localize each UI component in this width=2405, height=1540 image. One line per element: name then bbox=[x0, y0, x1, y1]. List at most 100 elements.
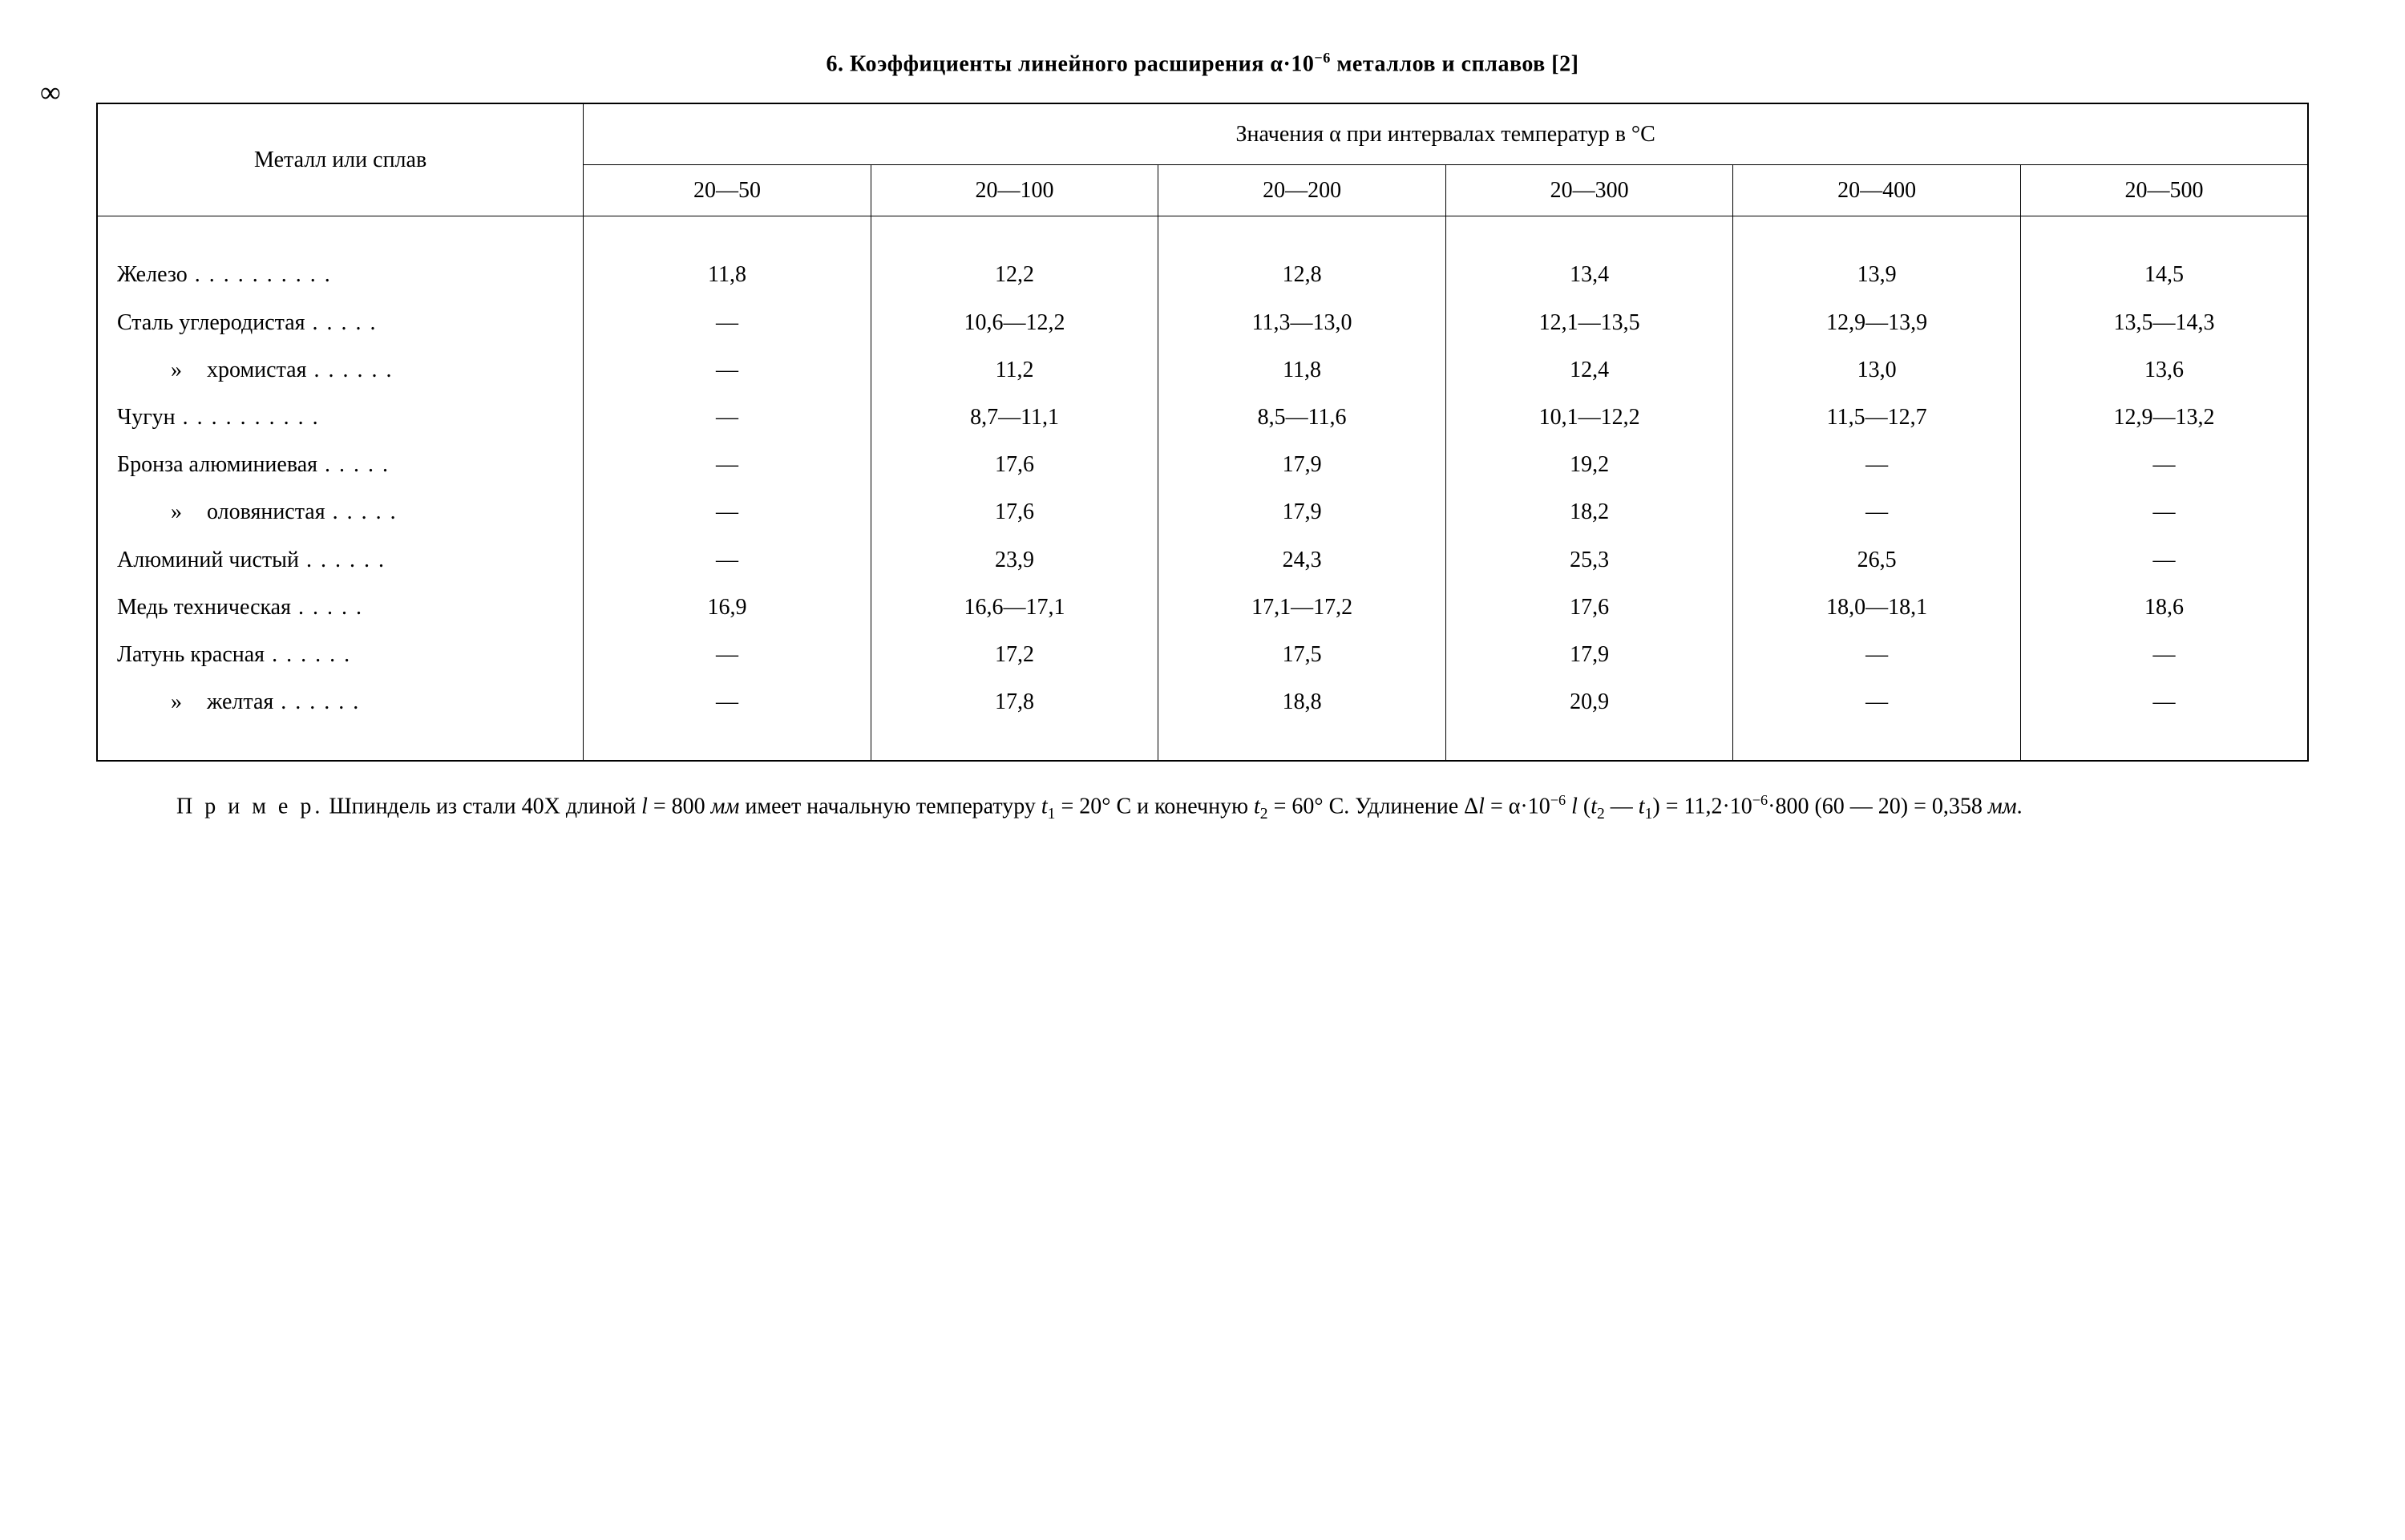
fn-period: . bbox=[2017, 794, 2023, 819]
table-row: Бронза алюминиевая—17,617,919,2—— bbox=[97, 441, 2308, 488]
dot-leaders bbox=[291, 595, 363, 620]
cell-value: 17,6 bbox=[871, 488, 1158, 536]
row-label: Железо bbox=[97, 251, 584, 298]
table-row: Латунь красная—17,217,517,9—— bbox=[97, 631, 2308, 678]
cell-value: — bbox=[2020, 631, 2308, 678]
page-marker: ∞ bbox=[40, 72, 61, 112]
cell-value: 12,8 bbox=[1158, 251, 1446, 298]
cell-value: 13,5—14,3 bbox=[2020, 299, 2308, 346]
cell-value: — bbox=[584, 346, 871, 394]
cell-value: 14,5 bbox=[2020, 251, 2308, 298]
cell-value: 17,8 bbox=[871, 678, 1158, 726]
cell-value: 23,9 bbox=[871, 536, 1158, 584]
row-label: Медь техническая bbox=[97, 584, 584, 631]
table-row: Алюминий чистый—23,924,325,326,5— bbox=[97, 536, 2308, 584]
row-label: »хромистая bbox=[97, 346, 584, 394]
fn-l1b: имеет начальную температуру bbox=[739, 794, 1041, 819]
cell-value: 8,5—11,6 bbox=[1158, 394, 1446, 441]
cell-value: — bbox=[584, 488, 871, 536]
footnote-lead: П р и м е р. bbox=[176, 794, 323, 819]
fn-mm2: мм bbox=[1988, 794, 2017, 819]
fn-lval: 800 bbox=[672, 794, 711, 819]
fn-t1val: = 20° С и ко bbox=[1055, 794, 1175, 819]
cell-value: 17,5 bbox=[1158, 631, 1446, 678]
dot-leaders bbox=[299, 548, 386, 572]
cell-value: 18,8 bbox=[1158, 678, 1446, 726]
col-header-material: Металл или сплав bbox=[97, 103, 584, 216]
ditto-mark: » bbox=[165, 496, 188, 527]
cell-value: 12,1—13,5 bbox=[1445, 299, 1733, 346]
fn-dl: l bbox=[1478, 794, 1485, 819]
cell-value: 19,2 bbox=[1445, 441, 1733, 488]
fn-exp2: −6 bbox=[1752, 792, 1768, 808]
cell-value: 16,9 bbox=[584, 584, 871, 631]
cell-value: 17,2 bbox=[871, 631, 1158, 678]
cell-value: 12,9—13,2 bbox=[2020, 394, 2308, 441]
fn-l1a: Шпиндель из стали 40Х длиной bbox=[323, 794, 641, 819]
cell-value: 13,0 bbox=[1733, 346, 2021, 394]
cell-value: — bbox=[584, 441, 871, 488]
cell-value: 11,5—12,7 bbox=[1733, 394, 2021, 441]
row-label-text: Алюминий чистый bbox=[117, 548, 299, 572]
fn-t1sub: 1 bbox=[1048, 806, 1056, 823]
row-label-text: оловянистая bbox=[207, 499, 325, 524]
row-label: Сталь углеродистая bbox=[97, 299, 584, 346]
fn-exp1: −6 bbox=[1550, 792, 1566, 808]
dot-leaders bbox=[265, 642, 351, 667]
cell-value: — bbox=[584, 678, 871, 726]
cell-value: — bbox=[2020, 488, 2308, 536]
caption-exp: −6 bbox=[1314, 50, 1330, 66]
fn-l2a: нечную bbox=[1175, 794, 1254, 819]
table-caption: 6. Коэффициенты линейного расширения α·1… bbox=[96, 48, 2309, 80]
fn-t1: t bbox=[1041, 794, 1048, 819]
col-header-range-5: 20—500 bbox=[2020, 164, 2308, 216]
cell-value: 8,7—11,1 bbox=[871, 394, 1158, 441]
cell-value: 18,2 bbox=[1445, 488, 1733, 536]
fn-var-l: l bbox=[641, 794, 648, 819]
cell-value: — bbox=[2020, 536, 2308, 584]
col-header-group: Значения α при интервалах температур в °… bbox=[584, 103, 2308, 165]
cell-value: 18,6 bbox=[2020, 584, 2308, 631]
row-label: Латунь красная bbox=[97, 631, 584, 678]
fn-fd: ·800 (60 — 20) = 0,358 bbox=[1768, 794, 1988, 819]
col-header-range-1: 20—100 bbox=[871, 164, 1158, 216]
cell-value: 17,9 bbox=[1158, 488, 1446, 536]
row-label-text: хромистая bbox=[207, 358, 306, 382]
row-label-text: Медь техническая bbox=[117, 595, 291, 620]
cell-value: 13,9 bbox=[1733, 251, 2021, 298]
fn-fa: = α·10 bbox=[1485, 794, 1550, 819]
dot-leaders bbox=[306, 358, 393, 382]
cell-value: 10,1—12,2 bbox=[1445, 394, 1733, 441]
table-row: »хромистая—11,211,812,413,013,6 bbox=[97, 346, 2308, 394]
fn-t2: t bbox=[1254, 794, 1260, 819]
cell-value: 11,2 bbox=[871, 346, 1158, 394]
table-row: »оловянистая—17,617,918,2—— bbox=[97, 488, 2308, 536]
expansion-table: Металл или сплав Значения α при интервал… bbox=[96, 103, 2309, 762]
cell-value: — bbox=[1733, 488, 2021, 536]
fn-mm1: мм bbox=[711, 794, 740, 819]
col-header-range-4: 20—400 bbox=[1733, 164, 2021, 216]
cell-value: 12,2 bbox=[871, 251, 1158, 298]
cell-value: — bbox=[1733, 678, 2021, 726]
dot-leaders bbox=[325, 499, 398, 524]
cell-value: 11,8 bbox=[584, 251, 871, 298]
cell-value: 17,6 bbox=[871, 441, 1158, 488]
cell-value: 12,9—13,9 bbox=[1733, 299, 2021, 346]
fn-t2sub: 2 bbox=[1260, 806, 1268, 823]
fn-fc: ) = 11,2·10 bbox=[1652, 794, 1752, 819]
cell-value: 11,8 bbox=[1158, 346, 1446, 394]
col-header-range-2: 20—200 bbox=[1158, 164, 1446, 216]
dot-leaders bbox=[188, 262, 332, 287]
row-label-text: Латунь красная bbox=[117, 642, 265, 667]
cell-value: 13,4 bbox=[1445, 251, 1733, 298]
dot-leaders bbox=[176, 405, 320, 430]
cell-value: 18,0—18,1 bbox=[1733, 584, 2021, 631]
cell-value: 26,5 bbox=[1733, 536, 2021, 584]
row-label: » оловянистая bbox=[97, 488, 584, 536]
row-label-text: Бронза алюминиевая bbox=[117, 452, 317, 477]
fn-eq1: = bbox=[648, 794, 672, 819]
fn-t2val: = 60° С. Удлинение Δ bbox=[1268, 794, 1479, 819]
cell-value: — bbox=[2020, 441, 2308, 488]
cell-value: 25,3 bbox=[1445, 536, 1733, 584]
col-header-range-0: 20—50 bbox=[584, 164, 871, 216]
